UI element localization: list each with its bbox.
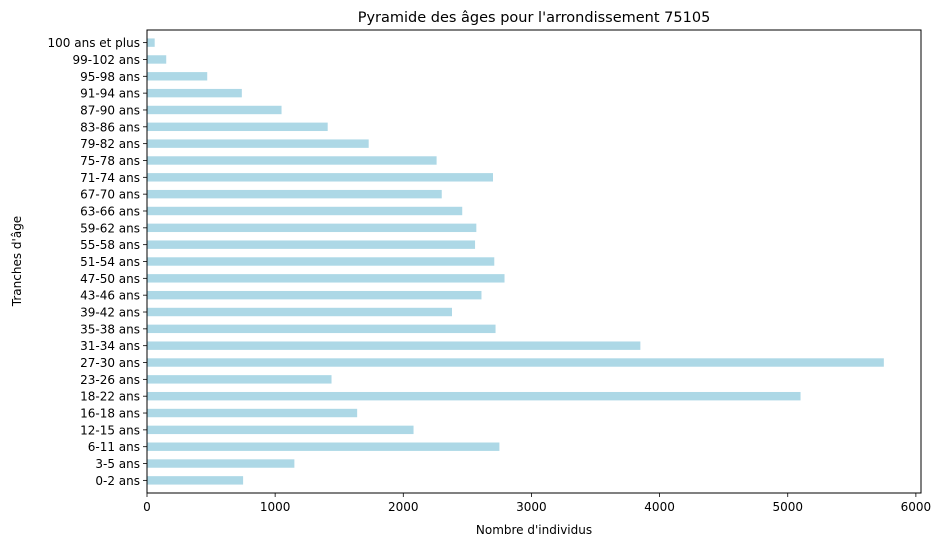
y-tick-label: 51-54 ans <box>80 255 140 269</box>
bar <box>147 408 358 418</box>
bar <box>147 189 442 199</box>
bar <box>147 324 496 334</box>
bar <box>147 257 495 266</box>
chart-title: Pyramide des âges pour l'arrondissement … <box>358 10 711 26</box>
bar <box>147 307 452 317</box>
bar <box>147 206 463 216</box>
bar <box>147 442 500 451</box>
x-axis-label: Nombre d'individus <box>476 523 592 537</box>
y-tick-label: 27-30 ans <box>80 356 140 370</box>
y-tick-label: 31-34 ans <box>80 339 140 353</box>
bars-group <box>147 38 884 485</box>
bar <box>147 139 369 148</box>
y-axis-label: Tranches d'âge <box>10 216 24 307</box>
y-tick-label: 59-62 ans <box>80 221 140 235</box>
bar <box>147 358 884 367</box>
bar <box>147 88 242 98</box>
bar <box>147 105 282 115</box>
x-tick-label: 2000 <box>388 500 419 514</box>
bar <box>147 173 493 182</box>
y-tick-label: 63-66 ans <box>80 204 140 218</box>
y-tick-label: 3-5 ans <box>95 457 140 471</box>
plot-frame <box>146 29 922 494</box>
bar <box>147 476 244 485</box>
bar <box>147 240 476 249</box>
y-tick-label: 100 ans et plus <box>48 36 140 50</box>
y-tick-label: 0-2 ans <box>95 474 140 488</box>
x-tick-labels: 0 1000 2000 3000 4000 5000 6000 <box>143 493 931 514</box>
y-tick-label: 87-90 ans <box>80 103 140 117</box>
y-tick-label: 16-18 ans <box>80 407 140 421</box>
y-tick-label: 12-15 ans <box>80 423 140 437</box>
bar <box>147 55 167 64</box>
y-tick-label: 99-102 ans <box>72 53 140 67</box>
y-tick-label: 95-98 ans <box>80 70 140 84</box>
bar <box>147 72 208 81</box>
bar <box>147 156 437 165</box>
y-tick-label: 18-22 ans <box>80 390 140 404</box>
x-tick-label: 6000 <box>901 500 932 514</box>
y-tick-label: 6-11 ans <box>88 440 140 454</box>
x-tick-label: 4000 <box>644 500 675 514</box>
bar <box>147 223 477 233</box>
bar <box>147 290 482 300</box>
bar <box>147 122 328 132</box>
bar <box>147 274 505 283</box>
bar <box>147 375 332 384</box>
bar <box>147 341 641 350</box>
y-tick-label: 35-38 ans <box>80 322 140 336</box>
x-tick-label: 3000 <box>516 500 547 514</box>
bar <box>147 459 295 468</box>
bar <box>147 425 414 435</box>
y-tick-label: 39-42 ans <box>80 306 140 320</box>
y-tick-label: 91-94 ans <box>80 87 140 101</box>
y-tick-label: 67-70 ans <box>80 188 140 202</box>
y-tick-labels: 0-2 ans 3-5 ans 6-11 ans 12-15 ans 16-18 ans… <box>48 36 147 488</box>
y-tick-label: 75-78 ans <box>80 154 140 168</box>
bar <box>147 38 155 47</box>
x-tick-label: 0 <box>143 500 151 514</box>
y-tick-label: 47-50 ans <box>80 272 140 286</box>
x-tick-label: 5000 <box>772 500 803 514</box>
y-tick-label: 23-26 ans <box>80 373 140 387</box>
y-tick-label: 79-82 ans <box>80 137 140 151</box>
y-tick-label: 43-46 ans <box>80 289 140 303</box>
y-tick-label: 55-58 ans <box>80 238 140 252</box>
y-tick-label: 71-74 ans <box>80 171 140 185</box>
x-tick-label: 1000 <box>260 500 291 514</box>
y-tick-label: 83-86 ans <box>80 120 140 134</box>
bar <box>147 391 801 401</box>
